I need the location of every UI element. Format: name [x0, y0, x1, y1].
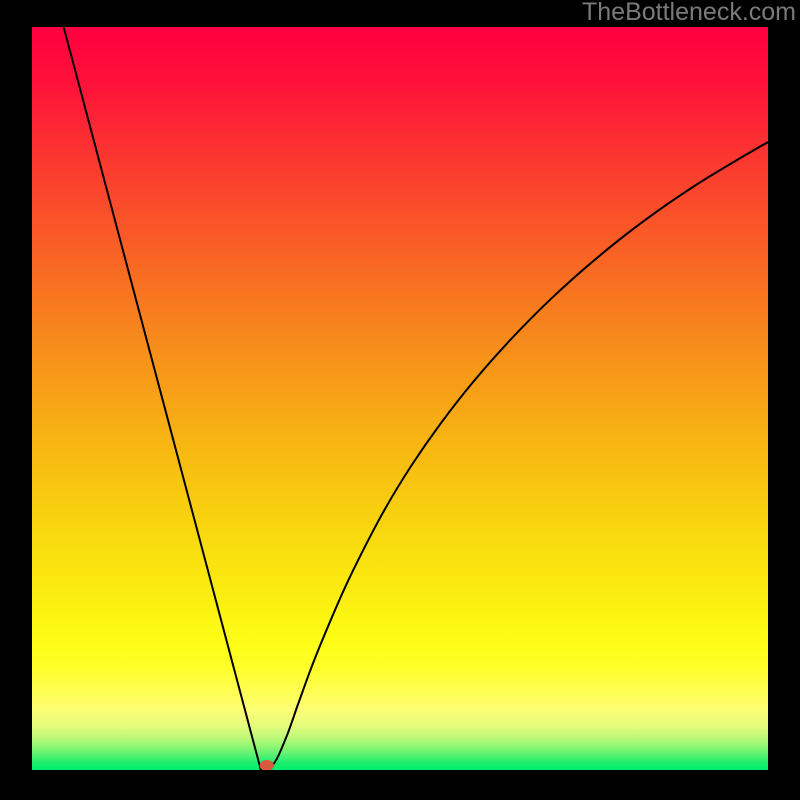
- watermark-text: TheBottleneck.com: [582, 0, 796, 27]
- bottleneck-curve: [32, 27, 768, 770]
- chart-plot-area: [32, 27, 768, 770]
